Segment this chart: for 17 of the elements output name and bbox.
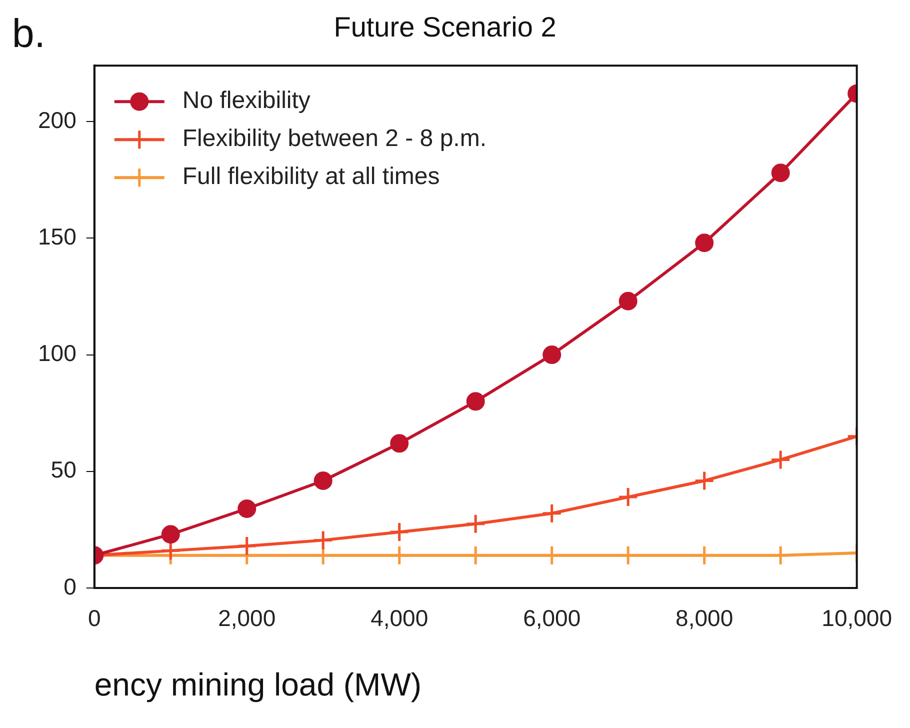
y-tick-label: 200 (38, 106, 76, 133)
x-tick-label: 2,000 (218, 605, 276, 632)
x-tick-label: 8,000 (676, 605, 734, 632)
legend-label: No flexibility (182, 87, 310, 114)
legend-label: Full flexibility at all times (182, 163, 440, 190)
y-tick-label: 0 (64, 573, 76, 600)
y-tick-label: 50 (50, 456, 76, 483)
x-tick-label: 0 (88, 605, 101, 632)
x-axis-title: ency mining load (MW) (94, 666, 422, 703)
y-tick-label: 100 (38, 340, 76, 366)
x-tick-label: 4,000 (370, 605, 428, 632)
legend-label: Flexibility between 2 - 8 p.m. (182, 125, 486, 152)
y-tick-label: 150 (38, 224, 76, 250)
chart-title: Future Scenario 2 (334, 12, 556, 43)
x-tick-label: 10,000 (822, 605, 892, 632)
x-tick-label: 6,000 (523, 605, 581, 632)
text: b. (12, 12, 46, 56)
